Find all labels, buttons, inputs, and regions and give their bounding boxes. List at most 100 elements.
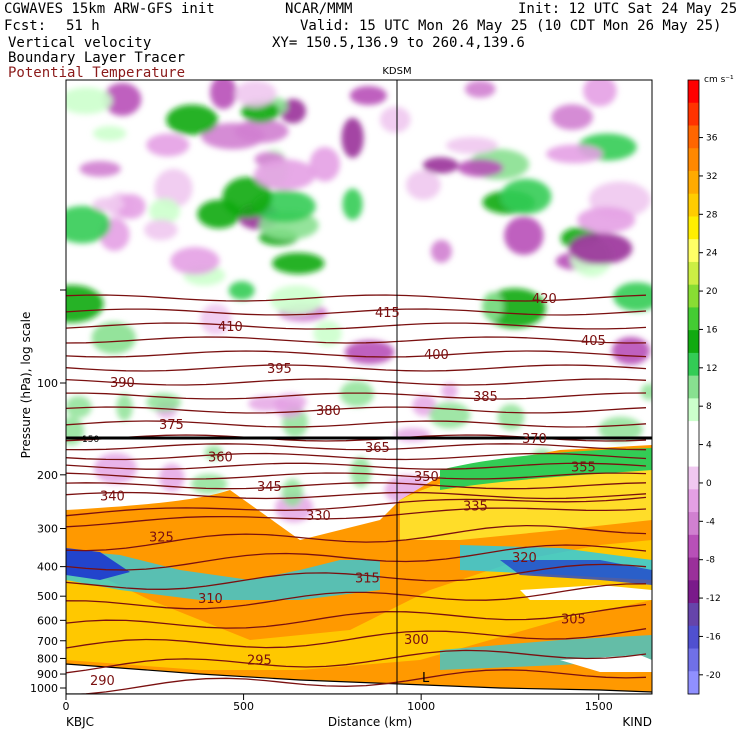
theta-label: 320 [512, 551, 537, 566]
w-blob [269, 285, 323, 315]
theta-contour [66, 443, 647, 451]
w-blob [149, 198, 181, 224]
theta-label: 370 [522, 432, 547, 447]
colorbar-swatch [688, 170, 699, 195]
w-blob [349, 85, 387, 106]
colorbar-tick: 20 [706, 287, 718, 297]
theta-label: 385 [473, 390, 498, 405]
theta-contour [66, 364, 647, 372]
low-marker: L [422, 671, 430, 686]
colorbar-swatch [688, 193, 699, 217]
w-blob [103, 82, 142, 116]
station-top-label: KDSM [382, 66, 411, 77]
xy-range: XY= 150.5,136.9 to 260.4,139.6 [272, 35, 525, 51]
w-blob [272, 252, 325, 275]
w-blob [341, 117, 364, 159]
colorbar-swatch [688, 80, 699, 104]
y-tick-label: 200 [37, 469, 58, 482]
w-blob [66, 284, 104, 323]
colorbar-tick: 16 [706, 325, 718, 335]
theta-label: 305 [561, 613, 586, 628]
colorbar-units: cm s⁻¹ [704, 75, 734, 85]
colorbar-swatch [688, 443, 699, 468]
w-blob [91, 321, 136, 355]
w-blob [394, 427, 431, 442]
w-blob [464, 80, 496, 98]
w-blob [405, 170, 441, 200]
theta-contour [66, 563, 647, 590]
theta-label: 350 [414, 470, 439, 485]
bl-tracer-green [440, 448, 652, 490]
w-blob [281, 478, 304, 507]
colorbar-swatch [688, 489, 699, 513]
theta-label: 390 [110, 376, 135, 391]
fcst-label: Fcst: [4, 18, 47, 34]
x-tick-label: 1000 [407, 700, 435, 713]
theta-label: 345 [257, 480, 282, 495]
w-blob [339, 380, 374, 407]
y-tick-label: 100 [37, 377, 58, 390]
w-blob [309, 146, 341, 182]
x-tick-label: 500 [233, 700, 254, 713]
theta-label: 325 [149, 531, 174, 546]
w-blob [613, 282, 652, 312]
w-blob [115, 194, 146, 219]
w-blob [379, 106, 411, 133]
y-axis-label: Pressure (hPa), log scale [19, 312, 33, 459]
theta-contour [66, 452, 647, 461]
colorbar-swatch [688, 330, 699, 354]
w-blob [640, 383, 652, 401]
theta-contour [66, 322, 647, 330]
w-blob [92, 197, 125, 212]
colorbar-tick: -12 [706, 594, 721, 604]
theta-label: 415 [375, 306, 400, 321]
theta-label: 420 [532, 292, 557, 307]
theta-contour [66, 294, 647, 302]
colorbar-swatch [688, 398, 699, 422]
w-blob [313, 320, 342, 347]
colorbar-swatch [688, 284, 699, 308]
theta-label: 330 [306, 509, 331, 524]
colorbar-swatch [688, 534, 699, 559]
theta-label: 380 [316, 404, 341, 419]
w-blob [422, 157, 459, 174]
colorbar-tick: 8 [706, 402, 712, 412]
theta-contour [66, 649, 647, 674]
y-tick-label: 600 [37, 614, 58, 627]
colorbar-tick: 4 [706, 441, 712, 451]
x-tick-label: 1500 [585, 700, 613, 713]
w-blob [234, 80, 277, 107]
bl-tracer-blue-right [500, 560, 652, 585]
theta-contour [66, 524, 647, 552]
theta-label: 295 [247, 654, 272, 669]
theta-contour [66, 350, 647, 358]
colorbar-swatch [688, 512, 699, 536]
y-tick-label: 500 [37, 590, 58, 603]
w-blob [504, 216, 544, 256]
colorbar-swatch [688, 125, 699, 149]
theta-contour [66, 544, 647, 571]
theta-label: 310 [198, 592, 223, 607]
colorbar-swatch [688, 580, 699, 604]
w-blob [577, 206, 636, 234]
colorbar-tick: -16 [706, 632, 721, 642]
y-tick-label: 800 [37, 652, 58, 665]
theta-label: 340 [100, 490, 125, 505]
y-tick-label: 900 [37, 668, 58, 681]
x-axis-label: Distance (km) [328, 715, 412, 729]
colorbar-swatch [688, 375, 699, 399]
bl-tracer-yellow [66, 540, 652, 670]
w-blob [598, 416, 643, 443]
bl-tracer-white-slot2 [560, 655, 652, 672]
w-blob [441, 383, 458, 399]
theta-label: 405 [581, 334, 606, 349]
w-blob [170, 247, 220, 275]
colorbar-swatch [688, 421, 699, 445]
theta-label: 335 [463, 499, 488, 514]
w-blob [204, 445, 223, 461]
w-blob [551, 104, 594, 131]
colorbar-tick: 32 [706, 172, 717, 182]
w-blob [166, 104, 219, 136]
theta-contour [66, 378, 647, 386]
